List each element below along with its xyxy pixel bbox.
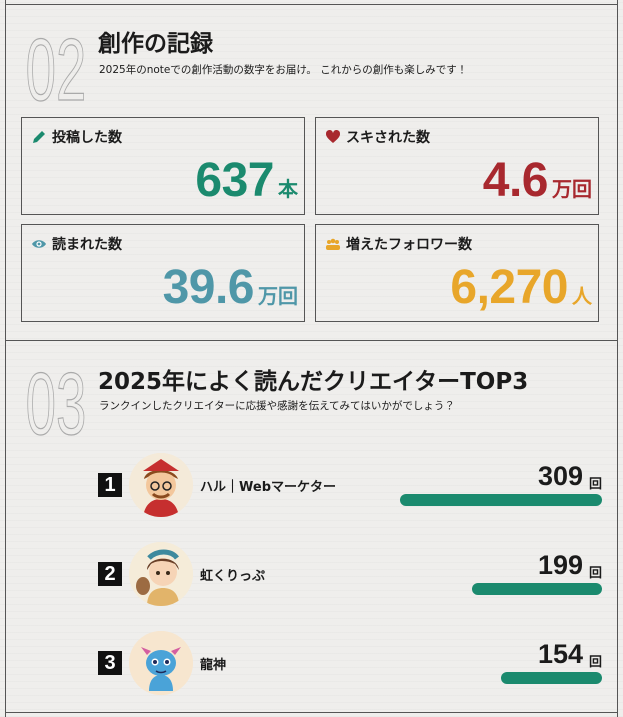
pencil-icon bbox=[33, 131, 45, 143]
creator-name: ハル｜Webマーケター bbox=[200, 480, 336, 495]
stat-icon bbox=[31, 129, 47, 145]
count-bar bbox=[501, 672, 602, 684]
stat-icon bbox=[325, 236, 341, 252]
stat-icon bbox=[325, 129, 341, 145]
people-icon bbox=[326, 238, 340, 250]
stat-card: 読まれた数 39.6 万回 bbox=[21, 224, 305, 322]
avatar-image bbox=[129, 542, 193, 606]
stat-number: 39.6 bbox=[162, 261, 255, 314]
section-subtitle: 2025年のnoteでの創作活動の数字をお届け。 これからの創作も楽しみです！ bbox=[99, 64, 468, 76]
stat-icon bbox=[31, 236, 47, 252]
stat-value: 39.6 万回 bbox=[163, 260, 298, 315]
stat-label: スキされた数 bbox=[346, 130, 430, 146]
stat-number: 4.6 bbox=[482, 154, 549, 207]
stat-value: 4.6 万回 bbox=[483, 153, 592, 208]
section-title: 2025年によく読んだクリエイターTOP3 bbox=[98, 369, 529, 395]
stat-unit: 万回 bbox=[552, 177, 592, 201]
section-number-text: 02 bbox=[26, 26, 87, 106]
count-unit: 回 bbox=[589, 655, 603, 670]
rank-badge: 1 bbox=[98, 473, 122, 497]
stat-card: 増えたフォロワー数 6,270 人 bbox=[315, 224, 599, 322]
heart-icon bbox=[325, 129, 341, 143]
read-count: 199 bbox=[537, 550, 583, 580]
section-title: 創作の記録 bbox=[98, 31, 213, 57]
divider bbox=[5, 4, 617, 5]
rank-badge: 3 bbox=[98, 651, 122, 675]
creator-name: 龍神 bbox=[200, 658, 227, 673]
rank-badge: 2 bbox=[98, 562, 122, 586]
eye-icon bbox=[32, 240, 46, 248]
count-unit: 回 bbox=[589, 477, 603, 492]
read-count: 154 bbox=[537, 639, 583, 669]
stat-value: 637 本 bbox=[195, 153, 298, 208]
stat-card: スキされた数 4.6 万回 bbox=[315, 117, 599, 215]
stat-number: 6,270 bbox=[450, 261, 568, 314]
stat-unit: 人 bbox=[572, 284, 592, 308]
avatar bbox=[129, 542, 193, 606]
frame bbox=[5, 0, 618, 717]
stat-label: 投稿した数 bbox=[52, 130, 122, 146]
avatar-image bbox=[129, 453, 193, 517]
read-count: 309 bbox=[537, 461, 583, 491]
stat-unit: 本 bbox=[278, 177, 298, 201]
stat-number: 637 bbox=[195, 154, 274, 207]
section-number: 02 bbox=[25, 26, 87, 106]
section-subtitle: ランクインしたクリエイターに応援や感謝を伝えてみてはいかがでしょう？ bbox=[99, 400, 455, 412]
section-number: 03 bbox=[25, 360, 87, 440]
count-bar bbox=[471, 583, 602, 595]
avatar bbox=[129, 453, 193, 517]
stat-unit: 万回 bbox=[258, 284, 298, 308]
stat-label: 読まれた数 bbox=[52, 237, 122, 253]
count-bar bbox=[400, 494, 602, 506]
divider bbox=[5, 340, 617, 341]
stat-card: 投稿した数 637 本 bbox=[21, 117, 305, 215]
avatar bbox=[129, 631, 193, 695]
divider bbox=[5, 712, 617, 713]
count-unit: 回 bbox=[589, 566, 603, 581]
section-number-text: 03 bbox=[26, 360, 87, 440]
creator-name: 虹くりっぷ bbox=[200, 569, 266, 584]
stat-value: 6,270 人 bbox=[450, 260, 592, 315]
avatar-image bbox=[129, 631, 193, 695]
stat-label: 増えたフォロワー数 bbox=[346, 237, 472, 253]
